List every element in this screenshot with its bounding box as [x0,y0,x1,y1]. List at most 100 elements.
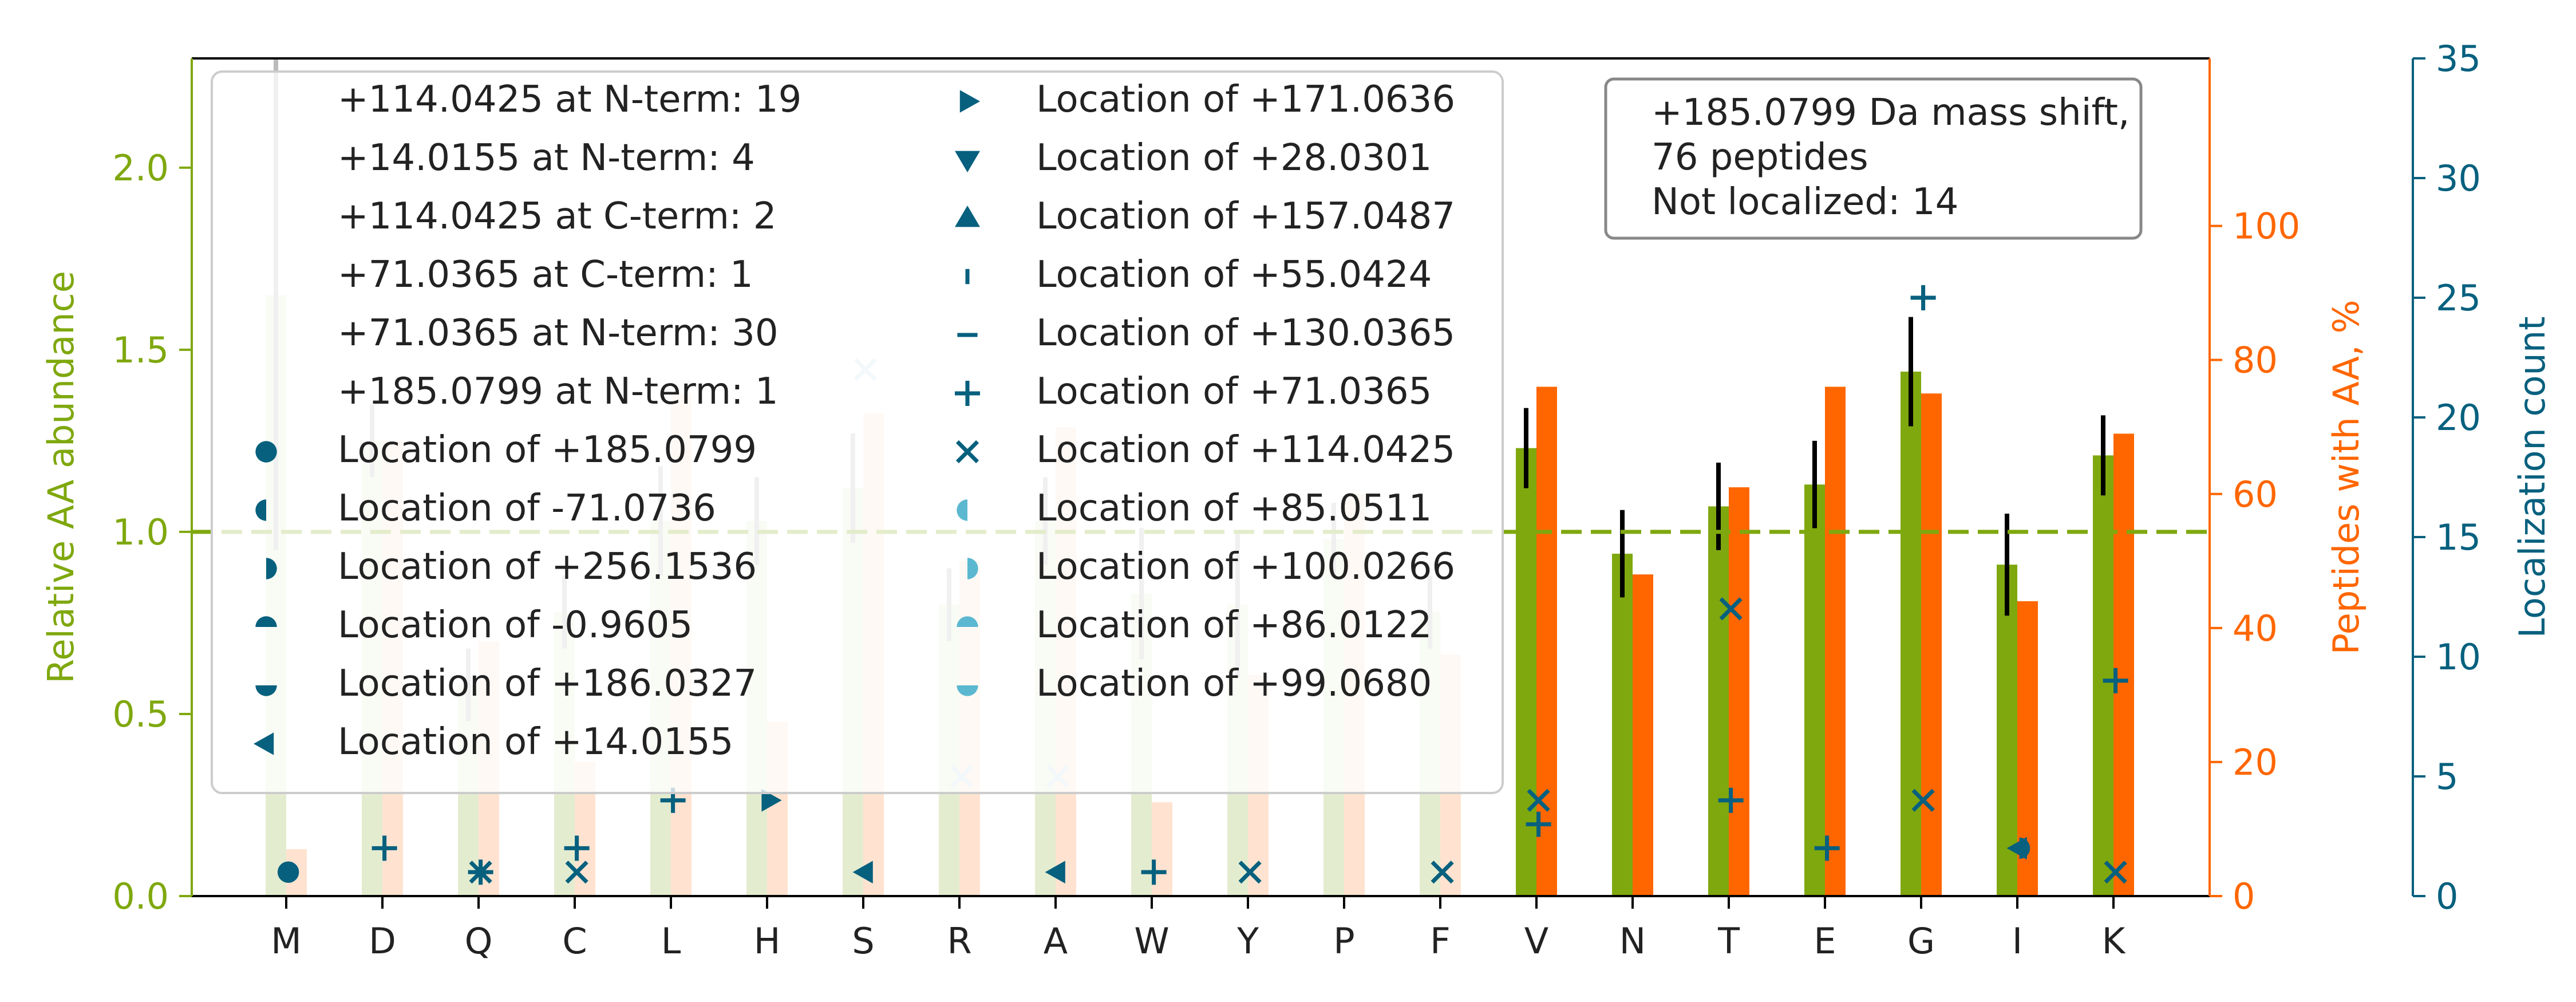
left-tick-label: 1.5 [112,329,169,371]
x-tick-label-I: I [2012,920,2022,962]
right1-tick-label: 20 [2233,741,2278,783]
x-tick-label-K: K [2102,920,2126,962]
legend-label: Location of +85.0511 [1036,487,1432,530]
localization-marker-G [1910,285,1936,310]
legend-marker [957,685,978,696]
legend-label: Location of +14.0155 [338,721,733,763]
legend-label: Location of +186.0327 [338,662,757,705]
localization-marker-F [1431,861,1454,884]
legend-label: Location of +71.0365 [1036,370,1432,413]
localization-marker-K [2103,668,2128,693]
legend-label: Location of -71.0736 [338,487,716,530]
legend-marker [255,441,277,463]
x-tick-label-R: R [947,920,971,962]
legend-marker [959,90,980,113]
right2-tick-label: 0 [2436,875,2458,917]
legend-label: +114.0425 at C-term: 2 [338,195,776,238]
x-tick-label-E: E [1814,920,1836,962]
right1-tick-label: 40 [2233,607,2278,649]
peptides-bar-K [2113,433,2134,896]
x-tick-label-H: H [754,920,781,962]
localization-marker-K [2104,861,2127,884]
peptides-bar-G [1921,393,1942,896]
legend-label: +71.0365 at N-term: 30 [338,312,779,354]
peptides-bar-N [1633,574,1653,896]
localization-marker-Y [1238,861,1262,884]
legend-marker [955,206,980,227]
peptides-bar-T [1729,487,1749,896]
right2-tick-label: 35 [2436,38,2481,80]
ylabel-right-peptides: Peptides with AA, % [2325,300,2367,655]
legend-label: Location of -0.9605 [338,604,693,646]
legend-marker [254,732,274,755]
legend-label: Location of +55.0424 [1036,254,1432,296]
x-tick-label-L: L [661,920,681,962]
x-tick-label-Y: Y [1236,920,1259,962]
abundance-bar-K [2093,455,2113,896]
localization-marker-W [1141,859,1167,885]
legend-marker [255,616,277,627]
localization-marker-C [564,835,590,861]
x-tick-label-N: N [1619,920,1646,962]
abundance-bar-E [1804,484,1825,896]
legend-label: Location of +130.0365 [1036,312,1455,354]
legend-label: Location of +28.0301 [1036,137,1432,179]
localization-marker-T [1718,787,1744,813]
localization-marker-D [372,835,397,861]
abundance-bar-T [1708,506,1729,896]
x-tick-label-C: C [562,920,587,962]
legend-marker [255,499,266,521]
legend-label: Location of +157.0487 [1036,195,1455,238]
localization-marker-V [1526,811,1551,837]
x-tick-label-T: T [1717,920,1740,962]
legend-label: Location of +114.0425 [1036,429,1455,471]
legend-label: Location of +100.0266 [1036,546,1455,588]
localization-marker-T [1719,597,1743,621]
right2-tick-label: 15 [2436,516,2481,558]
peptides-bar-E [1825,386,1846,896]
x-tick-label-W: W [1134,920,1169,962]
legend-marker [255,685,277,696]
legend-marker [955,381,980,406]
x-tick-label-F: F [1430,920,1451,962]
axes-layer: 0.0 0.5 1.0 1.5 2.0 0 20 40 60 80 100 0 5 10 15 20 25 30 3… [40,38,2553,962]
legend-marker [955,440,979,464]
x-tick-label-A: A [1044,920,1068,962]
ylabel-left: Relative AA abundance [40,271,82,684]
left-tick-label: 1.0 [112,511,169,553]
legend-label: +185.0799 at N-term: 1 [338,370,779,413]
x-tick-label-D: D [369,920,396,962]
localization-marker-S [852,861,873,883]
abundance-bar-G [1901,372,1921,896]
legend-label: Location of +171.0636 [1036,78,1455,121]
info-box-line: +185.0799 Da mass shift, [1652,92,2129,134]
abundance-bar-V [1516,448,1536,896]
legend-label: Location of +99.0680 [1036,662,1432,705]
legend-marker [955,151,980,172]
legend-frame [211,70,1504,794]
localization-marker-G [1911,788,1935,812]
left-tick-label: 0.0 [112,875,169,917]
localization-marker-A [1045,861,1065,883]
legend-label: +114.0425 at N-term: 19 [338,78,801,121]
legend-label: Location of +256.1536 [338,546,757,588]
ylabel-right-localization: Localization count [2511,317,2553,638]
info-box-frame [1604,77,2143,240]
right2-tick-label: 5 [2436,756,2458,798]
legend-label: +71.0365 at C-term: 1 [338,254,753,296]
abundance-bar-N [1612,554,1633,896]
localization-marker-H [761,789,782,812]
legend-marker [266,558,277,579]
left-tick-label: 2.0 [112,147,169,189]
legend: +114.0425 at N-term: 19 +14.0155 at N-ter… [211,70,1504,794]
legend-label: Location of +86.0122 [1036,604,1432,646]
localization-marker-I [2019,837,2030,859]
x-tick-label-G: G [1907,920,1935,962]
localization-marker-E [1814,835,1840,861]
legend-marker [957,499,967,521]
right2-tick-label: 20 [2436,397,2481,439]
left-tick-label: 0.5 [112,693,169,735]
x-tick-label-Q: Q [465,920,493,962]
right2-tick-label: 30 [2436,157,2481,199]
